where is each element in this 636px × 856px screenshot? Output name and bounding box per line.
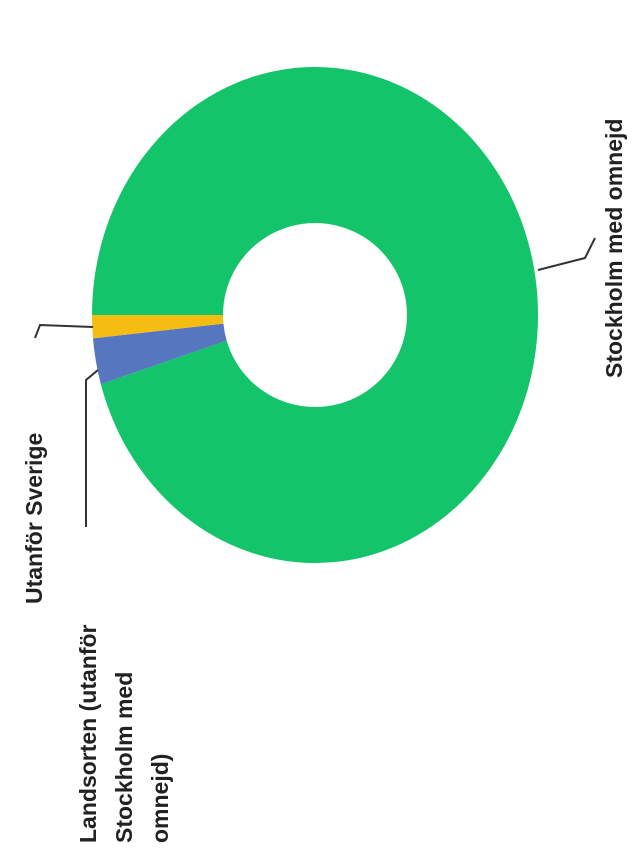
slice-2	[92, 315, 224, 339]
slice-1	[92, 323, 227, 385]
slice-label-2-line-0: Utanför Sverige	[21, 433, 47, 604]
slice-label-1: Landsorten (utanför Stockholm med omnejd)	[75, 624, 173, 843]
chart-slices	[92, 66, 538, 563]
slice-label-1-line-2: omnejd)	[147, 754, 173, 843]
chart-leader-lines	[34, 237, 596, 527]
chart-labels: Stockholm med omnejd Landsorten (utanför S…	[21, 119, 627, 843]
slice-label-2: Utanför Sverige	[21, 433, 47, 604]
leader-line-1	[85, 369, 99, 527]
slice-0	[92, 66, 538, 563]
slice-label-0-line-0: Stockholm med omnejd	[601, 119, 627, 378]
slice-label-0: Stockholm med omnejd	[601, 119, 627, 378]
leader-line-2	[34, 323, 94, 339]
leader-line-0	[537, 237, 596, 271]
slice-label-1-line-0: Landsorten (utanför	[75, 624, 101, 843]
slice-label-1-line-1: Stockholm med	[111, 672, 137, 843]
